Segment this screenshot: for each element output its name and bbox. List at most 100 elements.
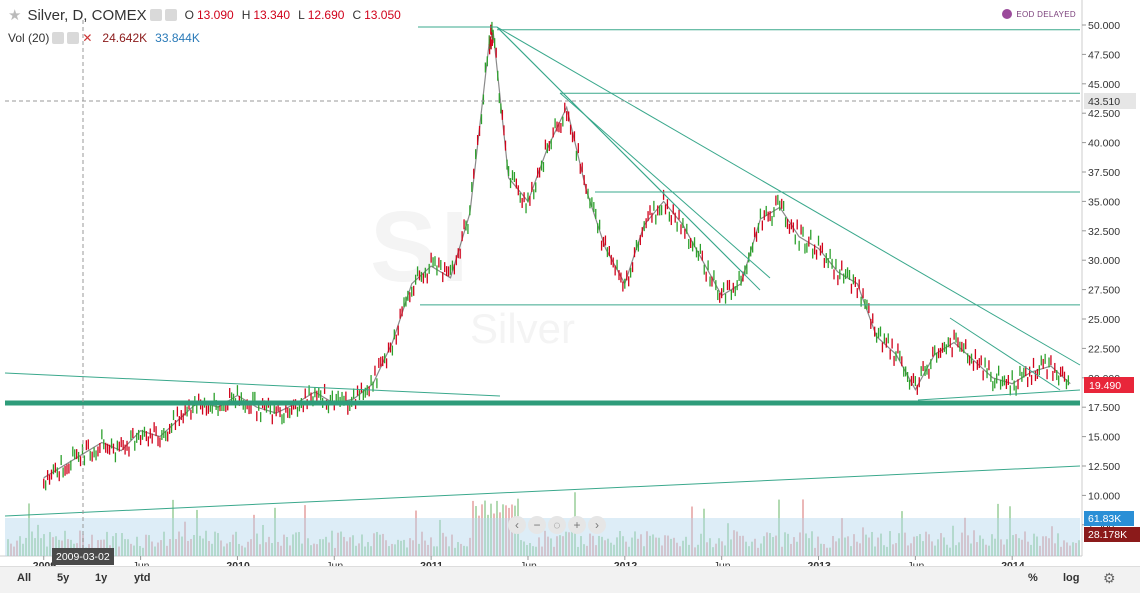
volume-bar xyxy=(601,536,603,556)
volume-bar xyxy=(310,545,312,556)
volume-bar xyxy=(961,532,963,556)
volume-bar xyxy=(901,511,903,556)
trend-line[interactable] xyxy=(4,465,1081,517)
volume-bar xyxy=(868,537,870,556)
y-tick-label: 47.500 xyxy=(1088,49,1120,61)
volume-bar xyxy=(232,534,234,556)
scroll-right-icon[interactable]: › xyxy=(588,516,606,534)
volume-bar xyxy=(298,532,300,556)
volume-bar xyxy=(754,538,756,556)
volume-bar xyxy=(280,545,282,556)
volume-bar xyxy=(304,505,306,556)
range-ytd-button[interactable]: ytd xyxy=(134,572,151,584)
volume-bar xyxy=(100,539,102,556)
hide-square-icon[interactable] xyxy=(164,9,177,21)
trend-line[interactable] xyxy=(917,389,1081,401)
y-tick-label: 22.500 xyxy=(1088,343,1120,355)
volume-bar xyxy=(391,543,393,556)
volume-bar xyxy=(613,544,615,556)
star-icon[interactable]: ★ xyxy=(8,7,22,24)
volume-bar xyxy=(838,538,840,556)
volume-bar xyxy=(721,541,723,556)
volume-bar xyxy=(268,536,270,556)
volume-bar xyxy=(313,543,315,556)
volume-bar xyxy=(829,547,831,556)
trend-line[interactable] xyxy=(559,92,771,279)
volume-bar xyxy=(757,547,759,556)
volume-bar xyxy=(841,518,843,556)
volume-bar xyxy=(991,534,993,556)
volume-bar xyxy=(862,527,864,556)
range-1y-button[interactable]: 1y xyxy=(95,572,108,584)
range-all-button[interactable]: All xyxy=(17,572,32,584)
vol-hide-icon[interactable] xyxy=(67,32,80,44)
volume-bar xyxy=(457,542,459,556)
volume-bar xyxy=(250,539,252,556)
trend-line[interactable] xyxy=(949,317,1061,391)
volume-bar xyxy=(556,536,558,556)
volume-bar xyxy=(214,531,216,556)
volume-bar xyxy=(34,538,36,556)
volume-value-1: 24.642K xyxy=(102,31,148,45)
volume-bar xyxy=(520,540,522,556)
volume-bar xyxy=(256,533,258,556)
volume-bar xyxy=(796,541,798,556)
volume-bar xyxy=(970,543,972,556)
volume-bar xyxy=(463,545,465,556)
vol-settings-icon[interactable] xyxy=(52,32,65,44)
volume-bar xyxy=(133,545,135,556)
volume-bar xyxy=(364,546,366,556)
volume-bar xyxy=(1054,543,1056,556)
volume-bar xyxy=(778,499,780,556)
volume-bar xyxy=(466,546,468,556)
log-scale-button[interactable]: log xyxy=(1063,572,1080,584)
volume-bar xyxy=(715,543,717,556)
volume-bar xyxy=(1009,506,1011,556)
volume-bar xyxy=(388,546,390,556)
volume-bar xyxy=(115,533,117,556)
trend-line[interactable] xyxy=(496,26,1081,366)
range-5y-button[interactable]: 5y xyxy=(57,572,70,584)
volume-bar xyxy=(178,531,180,556)
zoom-out-icon[interactable]: − xyxy=(528,516,546,534)
volume-bar xyxy=(490,503,492,556)
y-tick-label: 42.500 xyxy=(1088,108,1120,120)
volume-bar xyxy=(478,515,480,556)
volume-bar xyxy=(274,507,276,556)
volume-bar xyxy=(169,539,171,556)
volume-bar xyxy=(976,542,978,556)
volume-bar xyxy=(244,547,246,556)
reset-icon[interactable]: ◌ xyxy=(548,516,566,534)
volume-bar xyxy=(226,543,228,556)
volume-bar xyxy=(532,546,534,556)
volume-bar xyxy=(307,538,309,556)
trend-line[interactable] xyxy=(4,372,501,397)
gear-icon[interactable]: ⚙ xyxy=(1103,570,1116,586)
volume-bar xyxy=(832,535,834,556)
settings-square-icon[interactable] xyxy=(149,9,162,21)
volume-bar xyxy=(1063,540,1065,556)
volume-bar xyxy=(730,539,732,556)
volume-bar xyxy=(484,500,486,556)
volume-bar xyxy=(247,541,249,556)
trend-line[interactable] xyxy=(496,26,761,291)
volume-bar xyxy=(445,536,447,556)
volume-bar xyxy=(1000,539,1002,556)
symbol-watermark-name: Silver xyxy=(470,305,576,352)
volume-bar xyxy=(835,541,837,556)
volume-bar xyxy=(175,539,177,556)
zoom-in-icon[interactable]: + xyxy=(568,516,586,534)
volume-bar xyxy=(70,539,72,556)
volume-bar xyxy=(241,545,243,556)
vol-remove-icon[interactable]: ✕ xyxy=(82,31,93,45)
percent-scale-button[interactable]: % xyxy=(1028,572,1038,584)
volume-bar xyxy=(13,546,15,556)
scroll-left-icon[interactable]: ‹ xyxy=(508,516,526,534)
volume-bar xyxy=(355,545,357,556)
volume-bar xyxy=(877,537,879,556)
volume-bar xyxy=(397,539,399,556)
volume-bar xyxy=(952,525,954,556)
volume-bar xyxy=(409,538,411,556)
